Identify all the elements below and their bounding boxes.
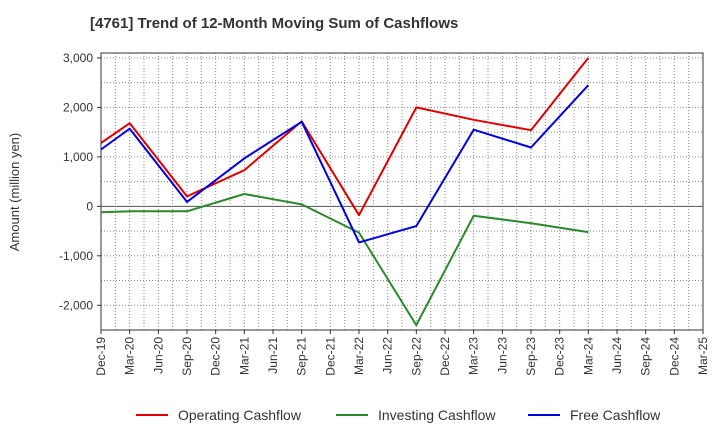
x-axis-ticks: Dec-19 Mar-20 Jun-20 Sep-20 Dec-20 Mar-21 Jun-… [94, 330, 710, 376]
y-axis-ticks: -2,000 -1,000 0 1,000 2,000 3,000 [59, 51, 101, 312]
y-axis-label: Amount (million yen) [7, 133, 22, 252]
y-tick-label: 3,000 [63, 51, 93, 65]
x-tick-label: Jun-20 [151, 337, 165, 374]
y-tick-label: 2,000 [63, 100, 93, 114]
x-tick-label: Jun-22 [381, 337, 395, 374]
plot-border [100, 52, 704, 331]
x-tick-label: Sep-21 [295, 337, 309, 376]
legend-label: Free Cashflow [570, 407, 661, 423]
series-line [100, 193, 589, 327]
x-tick-label: Dec-19 [94, 337, 108, 376]
y-tick-label: 1,000 [63, 150, 93, 164]
series-line [100, 84, 590, 244]
x-tick-label: Sep-23 [524, 337, 538, 376]
x-tick-label: Sep-20 [180, 337, 194, 376]
legend-label: Investing Cashflow [378, 407, 496, 423]
x-tick-label: Dec-22 [438, 337, 452, 376]
x-tick-label: Jun-21 [266, 337, 280, 374]
x-tick-label: Mar-24 [581, 337, 595, 375]
x-tick-label: Mar-20 [123, 337, 137, 375]
x-tick-label: Dec-20 [209, 337, 223, 376]
x-tick-label: Jun-23 [495, 337, 509, 374]
x-tick-label: Dec-21 [323, 337, 337, 376]
chart-title: [4761] Trend of 12-Month Moving Sum of C… [90, 15, 459, 32]
x-tick-label: Dec-24 [667, 337, 681, 376]
x-tick-label: Dec-23 [553, 337, 567, 376]
plot-frame [100, 52, 704, 331]
legend: Operating Cashflow Investing Cashflow Free… [136, 407, 661, 423]
x-tick-label: Mar-21 [237, 337, 251, 375]
x-tick-label: Mar-25 [696, 337, 710, 375]
x-tick-label: Jun-24 [610, 337, 624, 374]
series-line [100, 57, 590, 217]
x-tick-label: Sep-24 [639, 337, 653, 376]
x-tick-label: Mar-22 [352, 337, 366, 375]
x-tick-label: Mar-23 [467, 337, 481, 375]
y-tick-label: -2,000 [59, 298, 93, 312]
series-lines [100, 57, 590, 327]
legend-label: Operating Cashflow [178, 407, 302, 423]
grid [100, 53, 704, 331]
y-tick-label: 0 [86, 199, 93, 213]
y-tick-label: -1,000 [59, 249, 93, 263]
x-tick-label: Sep-22 [409, 337, 423, 376]
